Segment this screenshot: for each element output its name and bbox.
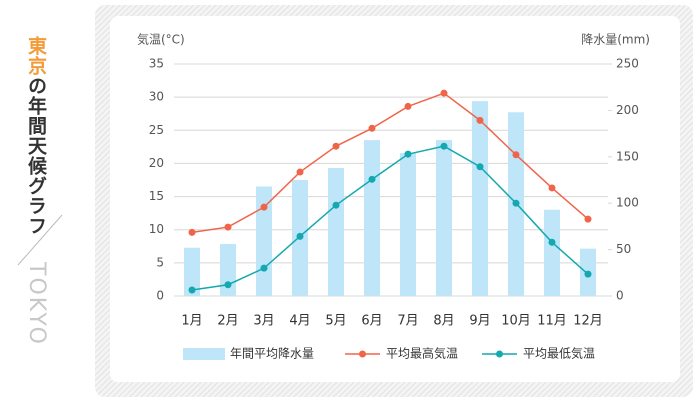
y2-tick-label: 250 bbox=[616, 57, 639, 71]
y-tick-label: 5 bbox=[156, 255, 164, 269]
x-tick-label: 3月 bbox=[253, 314, 274, 329]
bar bbox=[256, 186, 272, 296]
marker bbox=[332, 201, 340, 209]
x-tick-label: 9月 bbox=[469, 314, 490, 329]
subtitle: TOKYO bbox=[24, 261, 49, 346]
bar bbox=[364, 140, 380, 296]
bar bbox=[544, 209, 560, 296]
marker bbox=[188, 228, 196, 236]
y-tick-label: 35 bbox=[149, 57, 164, 71]
marker bbox=[332, 142, 340, 150]
y-axis-title: 気温(°C) bbox=[137, 32, 185, 47]
y2-tick-label: 50 bbox=[616, 242, 631, 256]
bar bbox=[472, 101, 488, 297]
y2-tick-label: 100 bbox=[616, 196, 639, 210]
marker bbox=[476, 116, 484, 124]
marker bbox=[188, 286, 196, 294]
y-tick-label: 15 bbox=[149, 189, 164, 203]
y2-axis-title: 降水量(mm) bbox=[581, 33, 650, 47]
marker bbox=[440, 89, 448, 97]
marker bbox=[260, 264, 268, 272]
y-tick-label: 10 bbox=[149, 222, 164, 236]
marker bbox=[548, 238, 556, 246]
marker bbox=[296, 232, 304, 240]
legend-swatch bbox=[183, 348, 225, 360]
marker bbox=[512, 199, 520, 207]
marker bbox=[512, 151, 520, 159]
legend-label: 平均最低気温 bbox=[523, 346, 595, 361]
y-tick-label: 20 bbox=[149, 156, 164, 170]
x-tick-label: 7月 bbox=[397, 314, 418, 329]
title-rest: の年間天候グラフ bbox=[25, 76, 47, 236]
x-tick-label: 5月 bbox=[325, 314, 346, 329]
line bbox=[191, 145, 589, 291]
legend-marker bbox=[496, 350, 503, 358]
marker bbox=[224, 223, 232, 231]
marker bbox=[584, 215, 592, 223]
x-tick-label: 10月 bbox=[501, 314, 531, 329]
bar bbox=[436, 140, 452, 296]
marker bbox=[584, 270, 592, 278]
legend-label: 平均最高気温 bbox=[386, 346, 458, 361]
marker bbox=[260, 203, 268, 211]
y-tick-label: 25 bbox=[149, 123, 164, 137]
x-tick-label: 12月 bbox=[573, 314, 603, 329]
marker bbox=[296, 168, 304, 176]
legend-marker bbox=[359, 350, 366, 358]
x-tick-label: 8月 bbox=[433, 314, 454, 329]
marker bbox=[404, 150, 412, 158]
marker bbox=[368, 124, 376, 132]
y2-tick-label: 200 bbox=[616, 103, 639, 117]
x-tick-label: 2月 bbox=[217, 314, 238, 329]
marker bbox=[548, 184, 556, 192]
bar bbox=[328, 167, 344, 296]
x-tick-label: 6月 bbox=[361, 314, 382, 329]
marker bbox=[404, 102, 412, 110]
y2-tick-label: 0 bbox=[616, 289, 624, 303]
title-divider bbox=[17, 214, 63, 266]
x-tick-label: 1月 bbox=[181, 314, 202, 329]
x-tick-label: 4月 bbox=[289, 314, 310, 329]
chart-panel bbox=[110, 16, 680, 382]
marker bbox=[476, 163, 484, 171]
legend-label: 年間平均降水量 bbox=[230, 347, 314, 361]
bar bbox=[184, 247, 200, 296]
marker bbox=[440, 142, 448, 150]
bar bbox=[400, 153, 416, 296]
marker bbox=[224, 281, 232, 289]
y2-tick-label: 150 bbox=[616, 149, 639, 163]
y-tick-label: 30 bbox=[149, 90, 164, 104]
line bbox=[191, 92, 589, 234]
chart-title: 東京の年間天候グラフ bbox=[25, 35, 47, 236]
x-tick-label: 11月 bbox=[537, 314, 567, 329]
y-tick-label: 0 bbox=[156, 289, 164, 303]
marker bbox=[368, 175, 376, 183]
title-city: 東京 bbox=[25, 35, 47, 76]
